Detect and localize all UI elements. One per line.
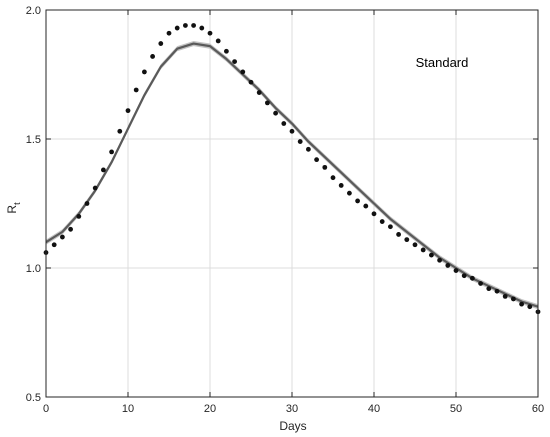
observed-dot: [511, 296, 516, 302]
observed-dot: [412, 242, 418, 248]
observed-dot: [183, 23, 188, 28]
observed-dot: [224, 48, 229, 54]
observed-dot: [437, 257, 442, 263]
observed-dots-layer: [43, 23, 541, 315]
observed-dot: [527, 304, 533, 310]
observed-dot: [133, 87, 139, 93]
axes-frame: [45, 9, 539, 398]
observed-dot: [174, 25, 180, 31]
x-axis-label: Days: [279, 419, 306, 433]
model-line-layer: [45, 42, 539, 308]
observed-dot: [396, 232, 401, 237]
tick-labels: 0 10 20 30 40 50 60 0.5 1.0 1.5 2.0: [26, 5, 544, 415]
observed-dot: [281, 121, 287, 126]
observed-dot: [273, 110, 278, 116]
x-tick-label: 40: [368, 403, 380, 415]
chart-annotation: Standard: [416, 55, 469, 70]
observed-dot: [68, 226, 73, 232]
x-tick-label: 10: [122, 403, 134, 415]
y-axis-label-main: R: [5, 205, 19, 214]
observed-dot: [142, 69, 147, 75]
observed-dot: [248, 79, 254, 85]
y-tick-label: 0.5: [26, 392, 41, 404]
observed-dot: [429, 252, 434, 258]
observed-dot: [125, 108, 131, 114]
observed-dot: [240, 69, 246, 75]
observed-dot: [363, 203, 369, 209]
x-tick-label: 50: [450, 403, 462, 415]
observed-dot: [158, 41, 164, 46]
observed-dot: [101, 167, 106, 173]
observed-dot: [486, 286, 492, 292]
observed-dot: [347, 190, 352, 196]
observed-dot: [478, 281, 483, 286]
y-axis-label-subscript: t: [12, 202, 22, 205]
observed-dot: [404, 237, 410, 243]
observed-dot: [117, 128, 123, 134]
observed-dot: [60, 234, 65, 240]
x-tick-label: 20: [204, 403, 216, 415]
observed-dot: [420, 247, 426, 253]
y-tick-label: 1.5: [26, 134, 41, 146]
observed-dot: [330, 175, 336, 181]
x-tick-label: 0: [43, 403, 49, 415]
observed-dot: [199, 25, 205, 31]
y-axis-label-group: Rt: [5, 202, 22, 214]
y-tick-label: 1.0: [26, 263, 41, 275]
observed-dot: [207, 30, 213, 36]
observed-dot: [84, 201, 90, 206]
observed-dot: [306, 146, 311, 152]
observed-dot: [445, 263, 451, 268]
observed-dot: [470, 275, 475, 281]
observed-dot: [322, 164, 328, 170]
observed-dot: [502, 293, 508, 299]
observed-dot: [338, 183, 344, 188]
observed-dot: [166, 30, 172, 36]
observed-dot: [289, 128, 295, 134]
x-tick-label: 30: [286, 403, 298, 415]
observed-dot: [379, 219, 385, 224]
observed-dot: [388, 224, 393, 230]
observed-dot: [371, 211, 377, 217]
observed-dot: [51, 242, 57, 248]
observed-dot: [232, 59, 238, 64]
observed-dot: [256, 90, 262, 95]
observed-dot: [109, 149, 114, 155]
observed-dot: [461, 273, 467, 279]
grid-lines: [46, 10, 538, 397]
observed-dot: [92, 185, 98, 191]
observed-dot: [215, 38, 221, 44]
observed-dot: [265, 100, 270, 106]
observed-dot: [76, 214, 82, 219]
model-line: [45, 42, 539, 308]
y-axis-label: Rt: [5, 202, 22, 214]
observed-dot: [314, 157, 319, 163]
observed-dot: [355, 198, 360, 204]
observed-dot: [191, 23, 197, 28]
observed-dot: [494, 288, 500, 294]
observed-dot: [453, 268, 459, 273]
observed-dot: [150, 54, 156, 59]
observed-dot: [297, 139, 303, 144]
y-tick-label: 2.0: [26, 5, 41, 17]
x-tick-label: 60: [532, 403, 544, 415]
observed-dot: [519, 301, 524, 307]
